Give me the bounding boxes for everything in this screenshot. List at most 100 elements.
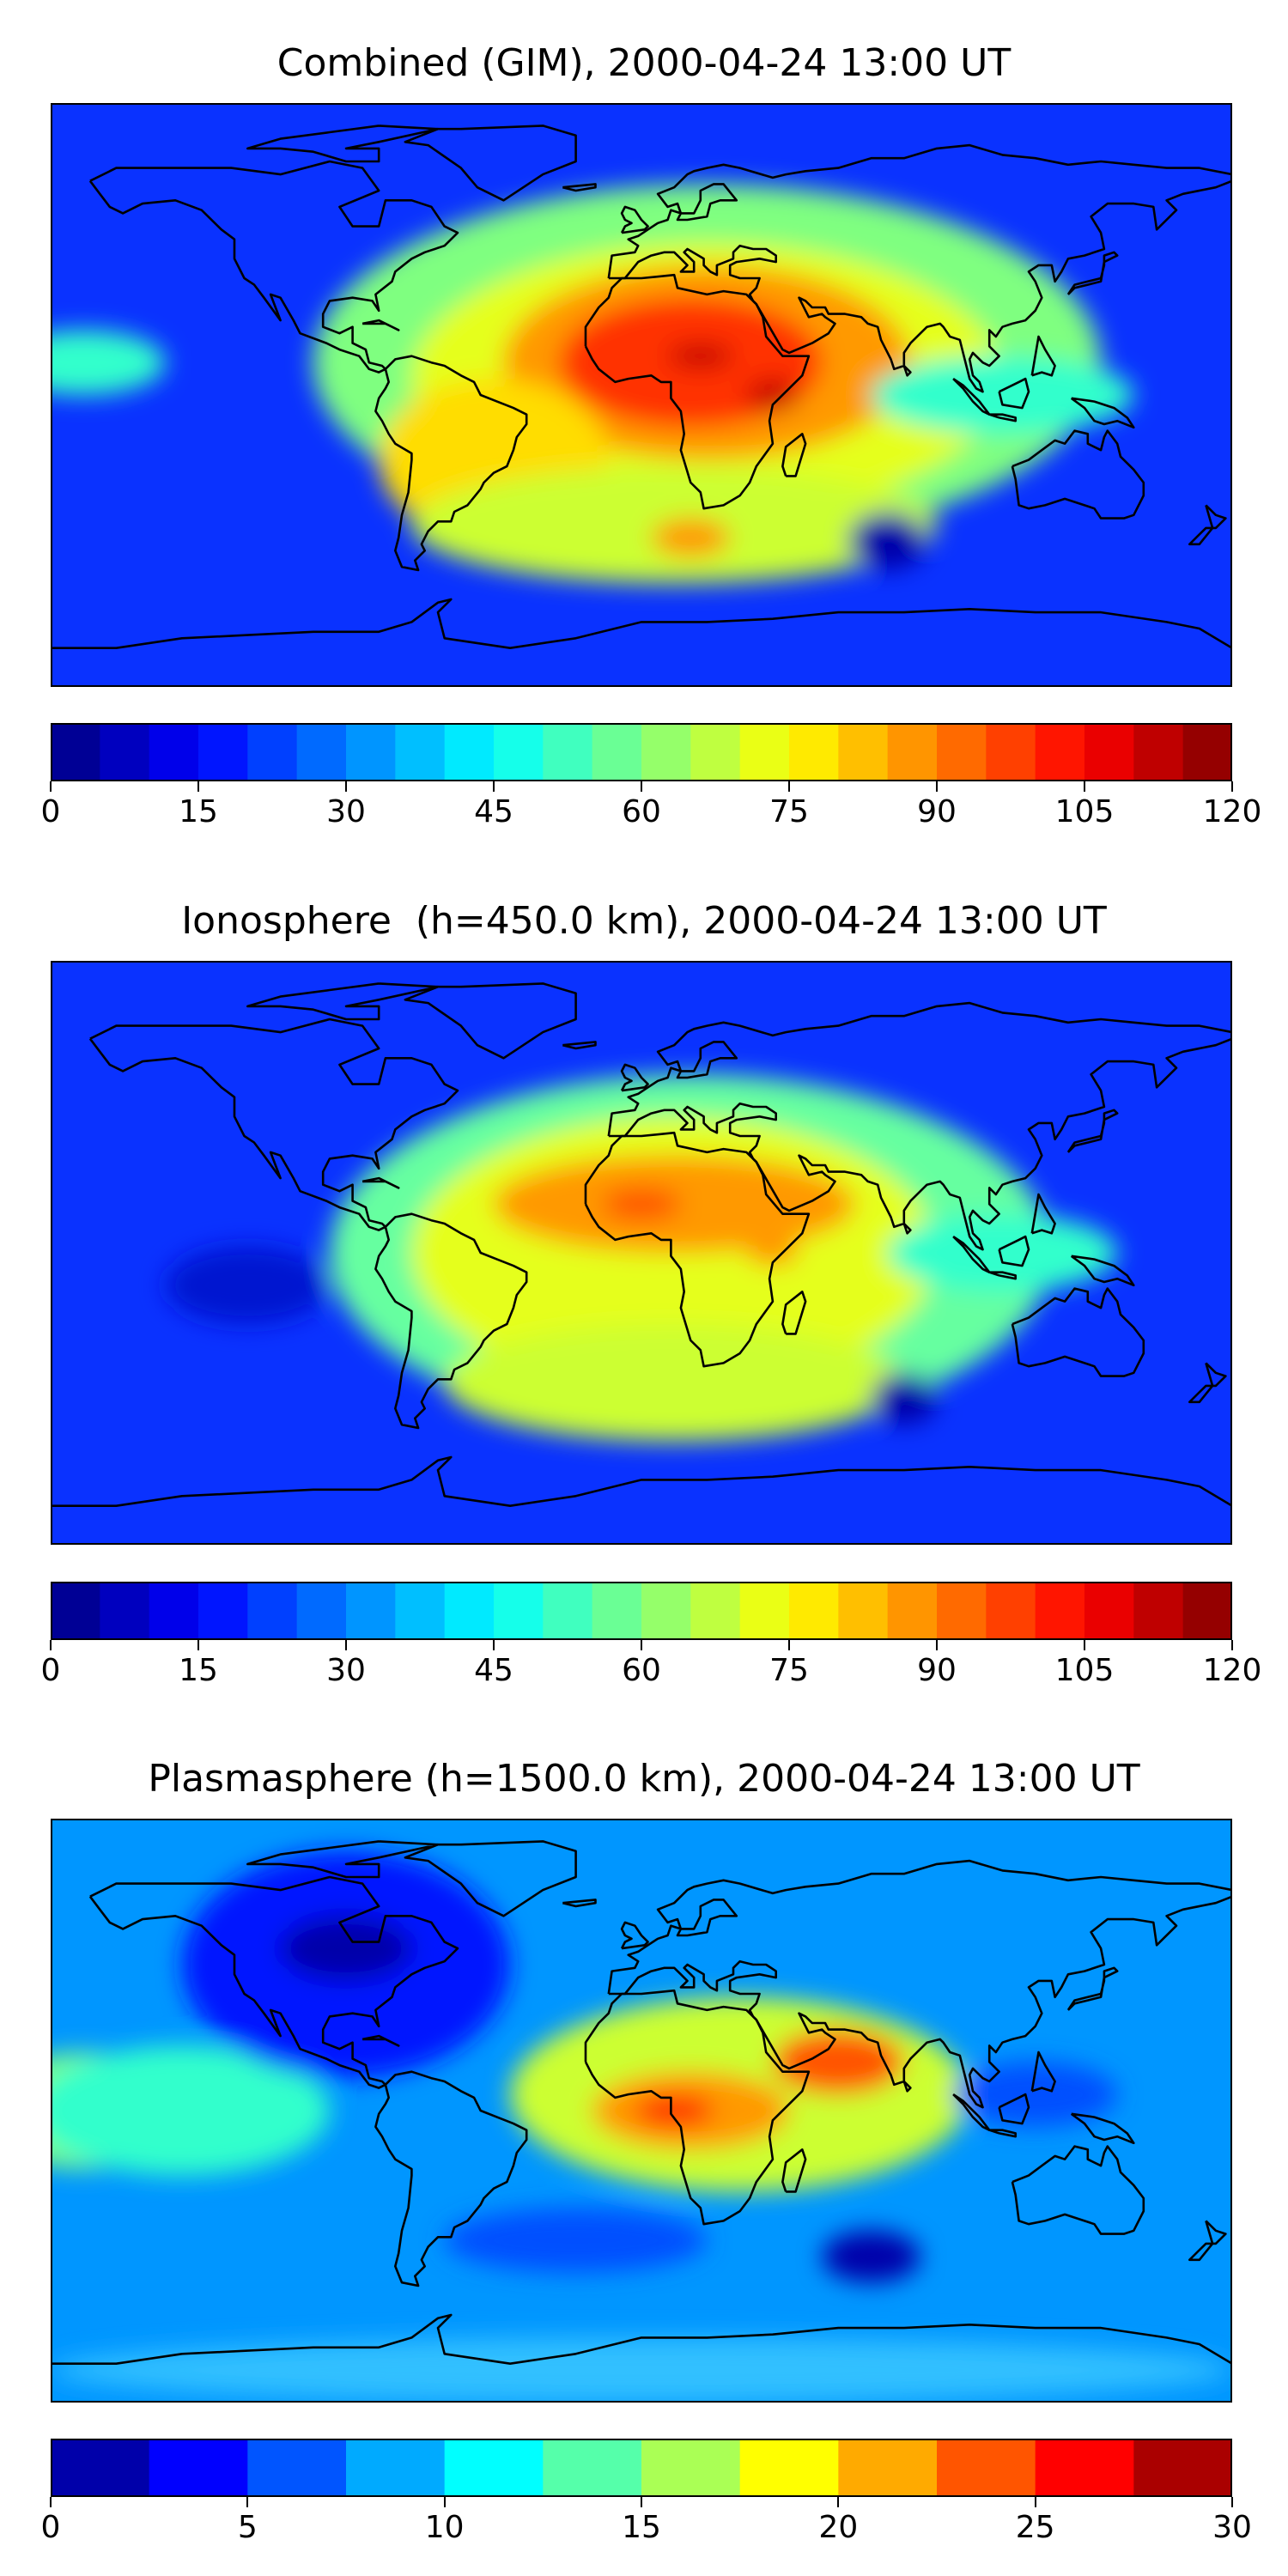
contour-region bbox=[871, 1372, 937, 1425]
colorbar-level bbox=[838, 723, 889, 781]
colorbar-level bbox=[247, 2439, 347, 2497]
colorbar-level bbox=[100, 723, 150, 781]
contour-region bbox=[848, 512, 927, 570]
coastline bbox=[88, 160, 459, 374]
colorbar-tick bbox=[936, 781, 938, 792]
colorbar-level bbox=[986, 1582, 1036, 1640]
coastline bbox=[1188, 504, 1227, 546]
colorbar-tick bbox=[493, 781, 495, 792]
contour-region bbox=[51, 330, 166, 395]
colorbar-level bbox=[937, 723, 987, 781]
coastline bbox=[88, 1018, 459, 1231]
coastline bbox=[584, 1989, 811, 2226]
colorbar-level bbox=[543, 723, 593, 781]
colorbar-level bbox=[395, 1582, 446, 1640]
colorbar-tick-label: 15 bbox=[179, 794, 218, 829]
colorbar-tick bbox=[443, 2497, 446, 2507]
colorbar-level bbox=[543, 2439, 642, 2497]
tec-map bbox=[51, 961, 1232, 1545]
contour-region bbox=[746, 379, 799, 411]
coastline bbox=[607, 1001, 1232, 1251]
colorbar-level bbox=[494, 1582, 544, 1640]
colorbar-level bbox=[739, 723, 790, 781]
colorbar-frame bbox=[51, 723, 1232, 781]
coastline bbox=[902, 1223, 912, 1235]
colorbar-level bbox=[51, 2439, 150, 2497]
colorbar-tick-label: 45 bbox=[474, 794, 513, 829]
colorbar-tick bbox=[641, 781, 642, 792]
coastline bbox=[781, 1290, 807, 1335]
colorbar-tick bbox=[345, 781, 347, 792]
colorbar-tick bbox=[50, 781, 52, 792]
coastline bbox=[404, 982, 577, 1060]
colorbar-frame bbox=[51, 1582, 1232, 1640]
tec-map bbox=[51, 1819, 1232, 2403]
colorbar-frame bbox=[51, 2439, 1232, 2497]
contour-region bbox=[444, 2208, 708, 2273]
colorbar-tick-label: 20 bbox=[818, 2510, 859, 2545]
coastline bbox=[620, 1063, 649, 1092]
colorbar-level bbox=[149, 723, 199, 781]
contour-region bbox=[871, 355, 1134, 434]
tec-map bbox=[51, 103, 1232, 687]
colorbar-level bbox=[1133, 2439, 1233, 2497]
coastline bbox=[1011, 2145, 1145, 2235]
colorbar-level bbox=[937, 2439, 1036, 2497]
colorbar-tick-label: 120 bbox=[1202, 1653, 1262, 1688]
colorbar-level bbox=[198, 1582, 248, 1640]
coastline bbox=[562, 183, 597, 192]
colorbar-level bbox=[1133, 1582, 1184, 1640]
colorbar-level bbox=[789, 723, 839, 781]
coastline bbox=[51, 2313, 1232, 2366]
colorbar-level bbox=[346, 2439, 446, 2497]
coastline bbox=[361, 1176, 400, 1189]
map-title: Ionosphere (h=450.0 km), 2000-04-24 13:0… bbox=[181, 899, 1107, 943]
colorbar-level bbox=[51, 1582, 100, 1640]
map-plot bbox=[51, 103, 1232, 687]
coastline bbox=[374, 2070, 528, 2287]
colorbar-ticks: 0 15 30 45 60 75 90 105 120 bbox=[41, 781, 1261, 833]
colorbar-tick-label: 45 bbox=[474, 1653, 513, 1688]
colorbar-level bbox=[887, 723, 938, 781]
coastline bbox=[1070, 397, 1135, 429]
colorbar-level bbox=[838, 1582, 889, 1640]
colorbar-level bbox=[592, 1582, 642, 1640]
map-plot bbox=[51, 1819, 1232, 2403]
coastline bbox=[987, 2129, 1017, 2138]
colorbar-tick bbox=[641, 2497, 642, 2507]
colorbar-tick-label: 60 bbox=[622, 794, 661, 829]
contour-region bbox=[165, 1246, 330, 1325]
map-frame bbox=[51, 961, 1232, 1545]
colorbar-level bbox=[592, 723, 642, 781]
coastline bbox=[562, 1041, 597, 1050]
map-title: Plasmasphere (h=1500.0 km), 2000-04-24 1… bbox=[148, 1757, 1140, 1801]
contour-region bbox=[602, 1188, 681, 1221]
map-plot bbox=[51, 961, 1232, 1545]
colorbar-level bbox=[1035, 2439, 1134, 2497]
colorbar-tick-label: 60 bbox=[622, 1653, 661, 1688]
map-title: Combined (GIM), 2000-04-24 13:00 UT bbox=[276, 41, 1012, 85]
coastline bbox=[374, 1212, 528, 1430]
colorbar-svg bbox=[51, 2439, 1233, 2497]
map-frame bbox=[51, 103, 1232, 687]
colorbar-tick bbox=[641, 1640, 642, 1650]
colorbar-tick bbox=[1231, 2497, 1233, 2507]
colorbar-tick-label: 30 bbox=[1212, 2510, 1252, 2545]
coastline bbox=[998, 2093, 1030, 2125]
colorbar-tick bbox=[345, 1640, 347, 1650]
colorbar-tick bbox=[788, 781, 790, 792]
contour-region bbox=[280, 1916, 412, 1981]
colorbar-level bbox=[1182, 723, 1233, 781]
coastline bbox=[952, 2093, 991, 2132]
coastline bbox=[246, 1840, 440, 1879]
colorbar-tick bbox=[936, 1640, 938, 1650]
coastline bbox=[51, 598, 1232, 650]
colorbar-tick bbox=[197, 781, 199, 792]
colorbar-level bbox=[641, 723, 691, 781]
coastline bbox=[998, 1235, 1030, 1267]
colorbar-level bbox=[247, 1582, 298, 1640]
colorbar-tick bbox=[788, 1640, 790, 1650]
coastline bbox=[952, 378, 991, 416]
colorbar-level bbox=[1084, 723, 1134, 781]
colorbar-tick-label: 15 bbox=[179, 1653, 218, 1688]
